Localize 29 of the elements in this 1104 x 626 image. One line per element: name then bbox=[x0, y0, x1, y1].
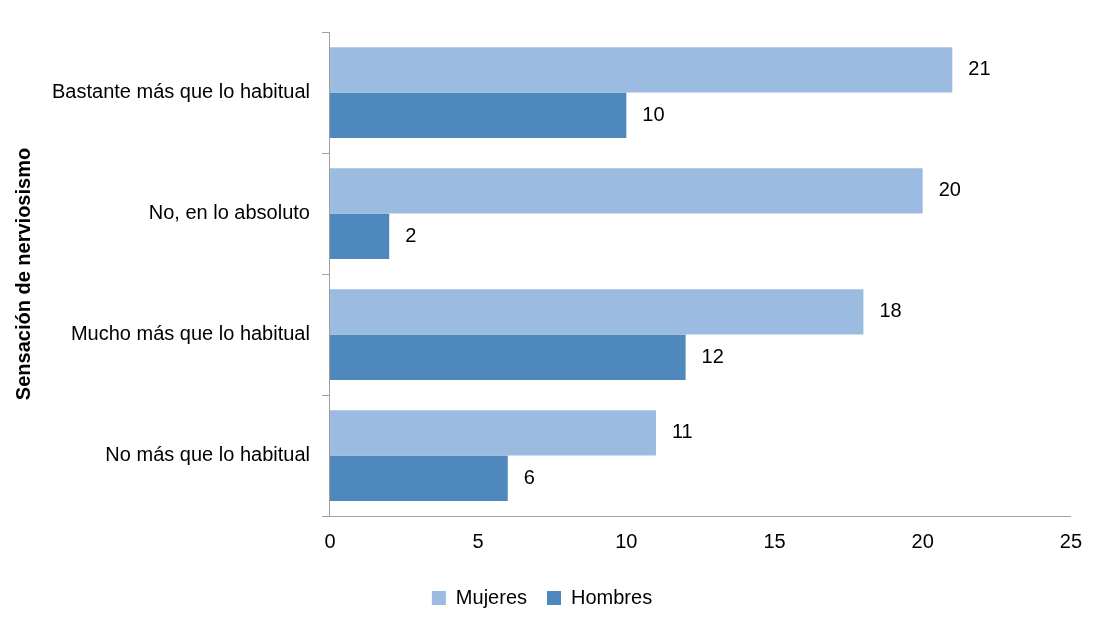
legend-label: Hombres bbox=[571, 585, 653, 608]
data-label: 12 bbox=[701, 344, 724, 367]
data-label: 6 bbox=[523, 465, 535, 488]
bar bbox=[329, 168, 923, 214]
data-label: 11 bbox=[671, 420, 693, 443]
x-tick-label: 10 bbox=[615, 529, 638, 552]
bar bbox=[329, 334, 686, 380]
bar bbox=[329, 213, 390, 259]
data-label: 21 bbox=[968, 57, 991, 80]
y-tick-label: Mucho más que lo habitual bbox=[70, 322, 310, 345]
y-tick-label: No, en lo absoluto bbox=[148, 201, 310, 224]
x-tick-label: 0 bbox=[324, 529, 336, 552]
bar bbox=[329, 92, 627, 138]
legend-label: Mujeres bbox=[455, 585, 528, 608]
x-tick-label: 25 bbox=[1059, 529, 1082, 552]
x-tick-label: 15 bbox=[763, 529, 786, 552]
y-tick-label: Bastante más que lo habitual bbox=[52, 80, 310, 103]
y-axis-title: Sensación de nerviosismo bbox=[11, 147, 34, 401]
bar bbox=[329, 47, 953, 93]
x-tick-label: 20 bbox=[911, 529, 934, 552]
bar bbox=[329, 410, 656, 456]
x-tick-label: 5 bbox=[472, 529, 484, 552]
bar bbox=[329, 455, 508, 501]
bar bbox=[329, 289, 864, 335]
data-label: 18 bbox=[879, 299, 902, 322]
data-label: 10 bbox=[642, 102, 665, 125]
data-label: 2 bbox=[405, 223, 417, 246]
data-label: 20 bbox=[938, 178, 961, 201]
y-tick-label: No más que lo habitual bbox=[105, 443, 310, 466]
